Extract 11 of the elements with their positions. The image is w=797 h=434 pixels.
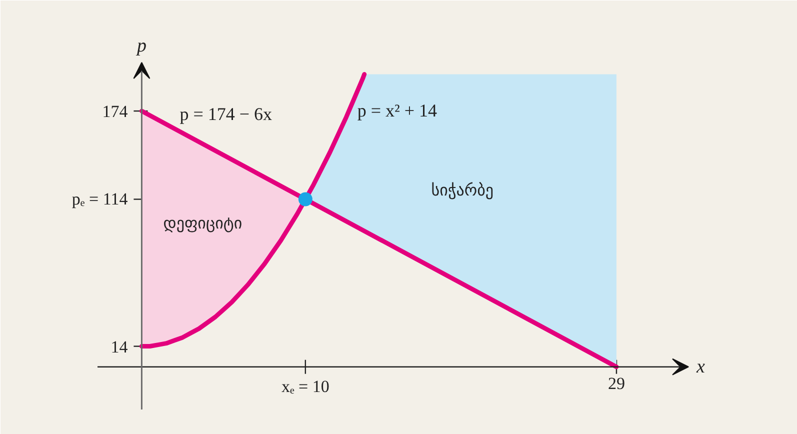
series-label: p = x² + 14 <box>357 100 438 120</box>
annotation: დეფიციტი <box>163 214 242 233</box>
x-tick-label: xₑ = 10 <box>281 376 330 396</box>
y-tick-label: pₑ = 114 <box>72 190 128 209</box>
series-label: p = 174 − 6x <box>180 104 272 124</box>
annotation: სიჭარბე <box>431 180 494 200</box>
y-tick-label: 174 <box>102 102 128 122</box>
y-tick-label: 14 <box>110 337 128 356</box>
x-tick-label: 29 <box>608 374 625 393</box>
x-axis-title: x <box>696 356 706 378</box>
y-axis-title: p <box>134 36 146 56</box>
